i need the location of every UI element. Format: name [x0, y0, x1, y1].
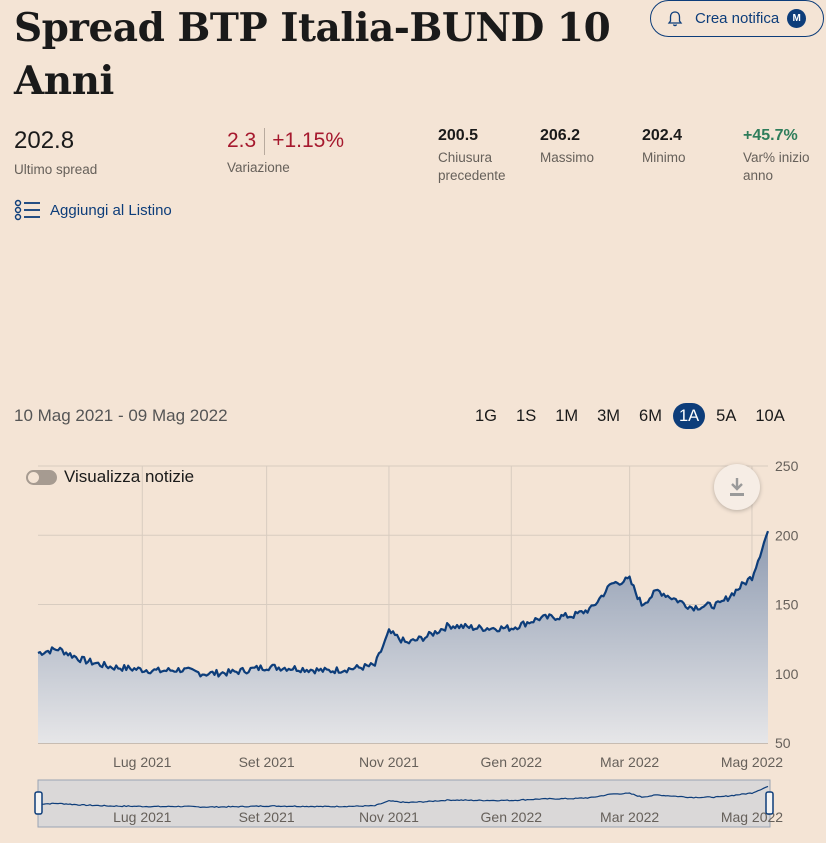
prev-close-value: 200.5	[438, 127, 479, 144]
spread-chart: 50 100 150 200 250 Lug 2021 Set 2021 Nov 2021 G…	[34, 460, 799, 828]
ytd-label: Var% inizio anno	[743, 150, 810, 183]
low-value: 202.4	[642, 127, 683, 144]
series-area	[38, 531, 768, 743]
change-abs-value: 2.3	[227, 129, 257, 152]
prev-close-label: Chiusura precedente	[438, 150, 506, 183]
add-to-watchlist-label: Aggiungi al Listino	[50, 201, 172, 219]
x-tick-label: Gen 2022	[481, 754, 543, 770]
x-tick-label: Lug 2021	[113, 754, 172, 770]
create-alert-button[interactable]: Crea notifica M	[650, 0, 824, 37]
navigator-tick-label: Lug 2021	[113, 809, 172, 825]
period-3m[interactable]: 3M	[597, 407, 621, 425]
list-icon	[14, 199, 40, 221]
news-toggle-label: Visualizza notizie	[64, 467, 195, 486]
y-tick-label: 100	[775, 666, 799, 682]
navigator-tick-label: Mar 2022	[600, 809, 659, 825]
y-tick-label: 250	[775, 460, 799, 474]
last-spread: 202.8 Ultimo spread	[14, 127, 97, 179]
navigator-tick-label: Gen 2022	[481, 809, 543, 825]
high-label: Massimo	[540, 150, 595, 165]
period-5a[interactable]: 5A	[716, 407, 737, 425]
period-6m[interactable]: 6M	[639, 407, 662, 425]
navigator-handle-right[interactable]	[765, 791, 774, 815]
navigator-line	[37, 785, 769, 809]
series-line	[37, 530, 770, 678]
period-1g[interactable]: 1G	[475, 407, 498, 425]
period-1m[interactable]: 1M	[555, 407, 579, 425]
date-range: 10 Mag 2021 - 09 Mag 2022	[14, 406, 228, 425]
navigator-tick-label: Set 2021	[239, 809, 295, 825]
high-value: 206.2	[540, 127, 581, 144]
change-divider	[264, 128, 265, 155]
x-tick-label: Mar 2022	[600, 754, 659, 770]
change-pct-value: +1.15%	[272, 129, 345, 152]
x-tick-label: Set 2021	[239, 754, 295, 770]
ytd-value: +45.7%	[743, 127, 798, 144]
navigator-tick-label: Mag 2022	[721, 809, 783, 825]
navigator-tick-label: Nov 2021	[359, 809, 419, 825]
news-toggle-switch[interactable]	[26, 469, 57, 485]
create-alert-label: Crea notifica	[695, 10, 780, 27]
x-tick-label: Nov 2021	[359, 754, 419, 770]
high: 206.2 Massimo	[540, 127, 594, 167]
download-icon	[730, 478, 744, 496]
low-label: Minimo	[642, 150, 686, 165]
period-selector: 1G 1S 1M 3M 6M 1A 5A 10A	[464, 403, 793, 429]
page-title: Spread BTP Italia-BUND 10 Anni	[14, 5, 611, 104]
x-tick-label: Mag 2022	[721, 754, 783, 770]
period-1s[interactable]: 1S	[516, 407, 537, 425]
y-tick-label: 200	[775, 527, 799, 543]
download-button[interactable]	[714, 464, 760, 510]
ytd: +45.7% Var% inizio anno	[743, 127, 823, 185]
news-toggle: Visualizza notizie	[26, 467, 194, 487]
low: 202.4 Minimo	[642, 127, 686, 167]
navigator-handle-left[interactable]	[34, 791, 43, 815]
navigator[interactable]	[37, 779, 771, 828]
change: 2.3 +1.15% Variazione	[227, 129, 344, 177]
prev-close: 200.5 Chiusura precedente	[438, 127, 528, 185]
bell-icon	[667, 10, 683, 26]
last-spread-label: Ultimo spread	[14, 162, 98, 177]
y-tick-label: 50	[775, 735, 791, 751]
brand-badge: M	[787, 9, 807, 28]
y-tick-label: 150	[775, 597, 799, 613]
period-10a[interactable]: 10A	[755, 407, 785, 425]
period-1a[interactable]: 1A	[672, 403, 706, 429]
change-label: Variazione	[227, 160, 290, 175]
add-to-watchlist-button[interactable]: Aggiungi al Listino	[14, 199, 172, 221]
last-spread-value: 202.8	[14, 127, 75, 154]
